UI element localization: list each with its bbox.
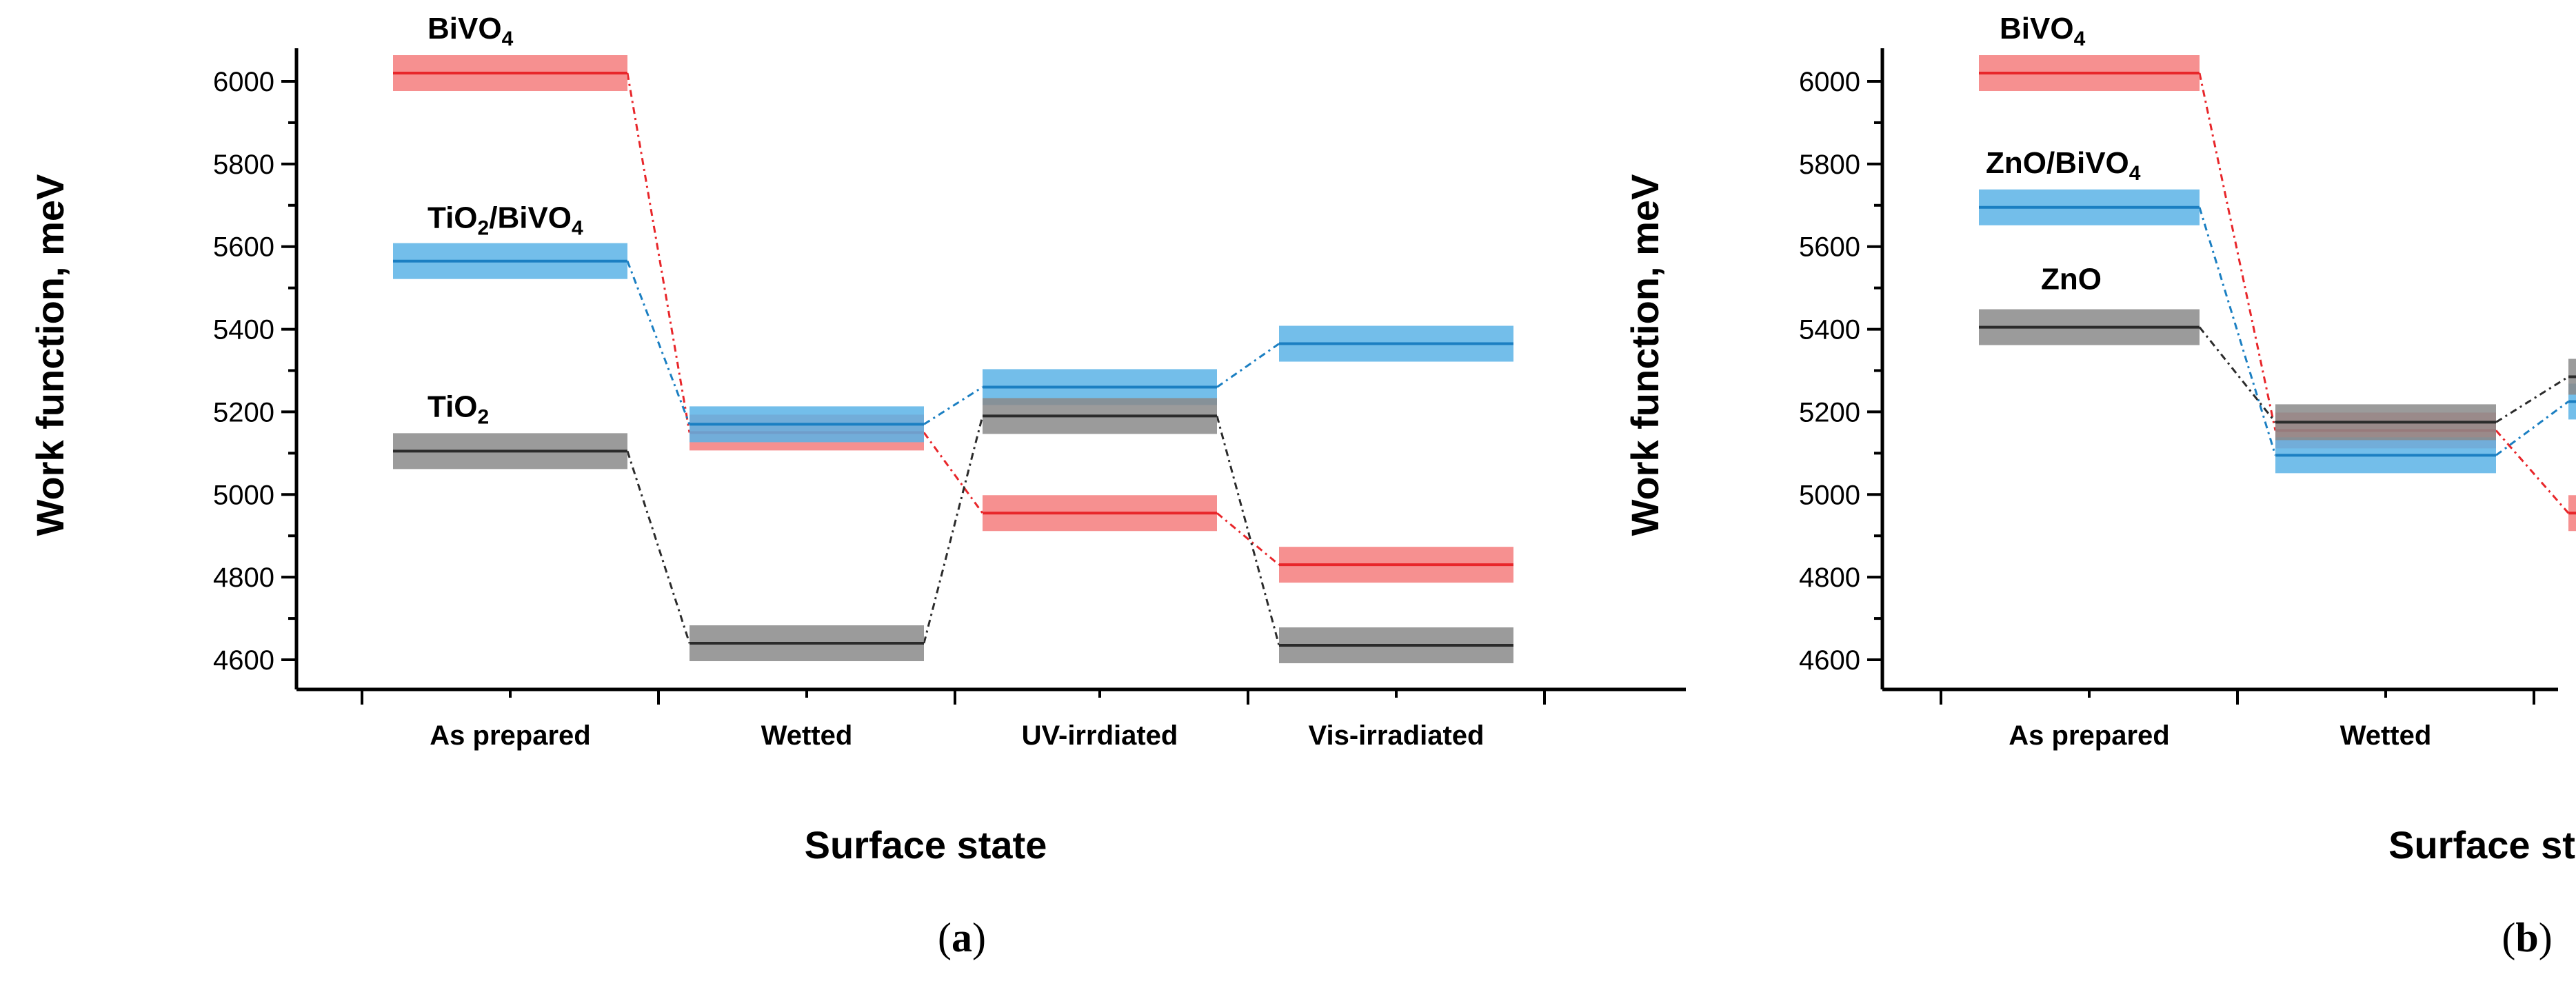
y-tick-label: 5200 xyxy=(1799,397,1860,427)
y-tick-label: 5000 xyxy=(1799,480,1860,510)
series-label: ZnO/BiVO4 xyxy=(1986,146,2141,185)
y-tick-label: 5600 xyxy=(213,232,274,263)
connector-line xyxy=(2198,72,2277,431)
x-tick-label: Wetted xyxy=(761,720,853,751)
panel-caption: (a) xyxy=(938,915,986,960)
y-tick-label: 5200 xyxy=(213,397,274,427)
y-tick-label: 5800 xyxy=(213,150,274,180)
series-label: ZnO xyxy=(2041,263,2102,296)
y-tick-label: 4800 xyxy=(1799,563,1860,593)
y-tick-label: 4600 xyxy=(213,645,274,676)
connector-line xyxy=(923,416,984,644)
series-label: BiVO4 xyxy=(427,12,514,50)
y-tick-label: 4600 xyxy=(1799,645,1860,676)
connector-line xyxy=(626,72,691,433)
y-tick-label: 5400 xyxy=(213,315,274,345)
y-tick-label: 4800 xyxy=(213,563,274,593)
panel-b-chart: 4600 4800 5000 5200 5400 5600 5800 6000 As prepa… xyxy=(1623,12,2576,960)
connector-line xyxy=(626,450,691,644)
connector-line xyxy=(1216,512,1280,566)
x-axis-title: Surface state xyxy=(805,823,1047,867)
x-tick-label: Wetted xyxy=(2340,720,2432,751)
connector-line xyxy=(1216,343,1280,388)
connector-line xyxy=(2495,376,2569,423)
y-axis-title: Work function, meV xyxy=(28,174,72,536)
x-tick-label: As prepared xyxy=(2009,720,2169,751)
y-tick-label: 6000 xyxy=(1799,67,1860,97)
y-tick-label: 5800 xyxy=(1799,150,1860,180)
connector-line xyxy=(923,386,983,425)
connector-line xyxy=(626,261,691,425)
y-tick-label: 5000 xyxy=(213,480,274,510)
series-label: BiVO4 xyxy=(2000,12,2086,50)
series-label: TiO2/BiVO4 xyxy=(427,201,583,240)
x-tick-label: As prepared xyxy=(430,720,590,751)
connector-line xyxy=(1216,416,1280,646)
y-tick-label: 5400 xyxy=(1799,315,1860,345)
series-label: TiO2 xyxy=(427,390,489,428)
connector-line xyxy=(2495,430,2570,514)
x-tick-label: Vis-irradiated xyxy=(1309,720,1485,751)
connector-line xyxy=(2495,401,2569,456)
x-axis-title: Surface state xyxy=(2388,823,2576,867)
connector-line xyxy=(2198,326,2277,423)
panel-caption: (b) xyxy=(2502,915,2552,960)
panel-a-chart: 4600 4800 5000 5200 5400 5600 5800 6000 As prepa… xyxy=(28,12,1686,960)
x-tick-label: UV-irrdiated xyxy=(1022,720,1178,751)
y-axis-title: Work function, meV xyxy=(1623,174,1667,536)
y-tick-label: 6000 xyxy=(213,67,274,97)
connector-line xyxy=(923,432,984,514)
connector-line xyxy=(2198,207,2277,456)
y-tick-label: 5600 xyxy=(1799,232,1860,263)
